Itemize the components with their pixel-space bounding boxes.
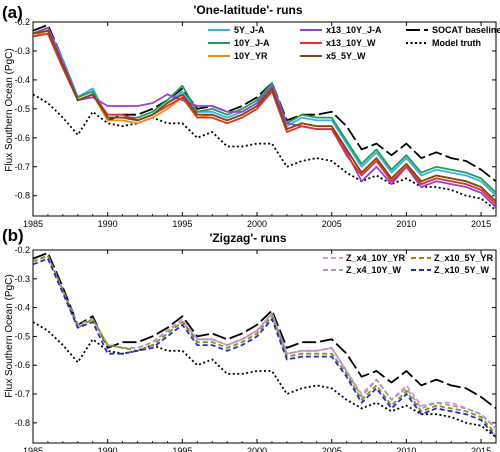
legend-label-x5-5y-w: x5_5Y_W — [326, 51, 366, 61]
panel-b-label: (b) — [2, 226, 24, 245]
panel-b: (b) 'Zigzag'- runs Flux Southern Ocean (… — [2, 226, 497, 452]
panel-b-y-axis-label: Flux Southern Ocean (PgC) — [4, 274, 15, 397]
panel-b-title: 'Zigzag'- runs — [209, 231, 286, 245]
panel-b-series-model-truth — [33, 321, 496, 438]
panel-b-y-tick-label: -0.2 — [14, 245, 30, 255]
panel-a-x-tick-label: 1985 — [23, 219, 43, 229]
legend-label-10y-j-a: 10Y_J-A — [234, 38, 270, 48]
panel-a: (a) 'One-latitude'- runs Flux Southern O… — [2, 3, 500, 229]
panel-a-y-tick-label: -0.5 — [14, 104, 30, 114]
panel-a-y-tick-label: -0.2 — [14, 17, 30, 27]
panel-b-x-tick-label: 2005 — [322, 446, 342, 452]
panel-b-y-tick-label: -0.3 — [14, 274, 30, 284]
panel-b-series-z-x4-10y-w — [33, 254, 496, 430]
panel-b-y-tick-label: -0.5 — [14, 331, 30, 341]
panel-a-y-axis-label: Flux Southern Ocean (PgC) — [4, 48, 15, 171]
panel-b-x-tick-label: 2015 — [471, 446, 491, 452]
panel-b-series-z-x10-5y-w — [33, 257, 496, 438]
panel-b-x-tick-label: 1995 — [172, 446, 192, 452]
panel-a-y-tick-label: -0.7 — [14, 162, 30, 172]
panel-b-x-tick-label: 1990 — [98, 446, 118, 452]
panel-a-y-tick-label: -0.4 — [14, 75, 30, 85]
panel-a-x-tick-label: 2010 — [396, 219, 416, 229]
panel-a-y-tick-label: -0.6 — [14, 133, 30, 143]
panel-b-axes-frame — [32, 249, 497, 444]
panel-a-x-tick-label: 2015 — [471, 219, 491, 229]
legend-label-z-x10-5y-yr: Z_x10_5Y_YR — [434, 253, 494, 263]
panel-b-legend: Z_x4_10Y_YR Z_x4_10Y_W Z_x10_5Y_YR Z_x10_5Y… — [323, 253, 494, 275]
panel-b-y-tick-label: -0.6 — [14, 360, 30, 370]
panel-a-x-tick-label: 2005 — [322, 219, 342, 229]
panel-b-y-tick-label: -0.8 — [14, 418, 30, 428]
panel-b-x-tick-label: 2000 — [247, 446, 267, 452]
panel-a-title: 'One-latitude'- runs — [193, 3, 302, 17]
panel-a-series-x13-10y-j-a — [33, 26, 496, 208]
panel-a-series-x5-5y-w — [33, 29, 496, 203]
panel-b-y-tick-label: -0.7 — [14, 389, 30, 399]
panel-a-axes-frame — [32, 21, 497, 217]
panel-a-legend: 5Y_J-A 10Y_J-A 10Y_YR x13_10Y_J-A x13_10Y_Wx… — [208, 25, 500, 61]
panel-a-series-x13-10y-w — [33, 32, 496, 206]
panel-b-y-tick-label: -0.4 — [14, 303, 30, 313]
legend-label-10y-yr: 10Y_YR — [234, 51, 268, 61]
legend-label-x13-10y-w: x13_10Y_W — [326, 38, 376, 48]
panel-a-label: (a) — [2, 3, 23, 22]
panel-a-x-tick-label: 2000 — [247, 219, 267, 229]
panel-a-x-tick-label: 1990 — [98, 219, 118, 229]
panel-a-series-socat-baseline — [33, 23, 496, 183]
legend-label-5y-j-a: 5Y_J-A — [234, 25, 265, 35]
legend-label-z-x4-10y-yr: Z_x4_10Y_YR — [346, 253, 406, 263]
panel-a-plot-area: 1985 1990 1995 2000 2005 2010 2015 -0.2 -0.3 -0.4… — [14, 17, 497, 229]
legend-label-x13-10y-j-a: x13_10Y_J-A — [326, 25, 382, 35]
panel-a-series-model-truth — [33, 93, 496, 211]
legend-label-z-x10-5y-w: Z_x10_5Y_W — [434, 265, 490, 275]
legend-label-model-truth: Model truth — [432, 38, 481, 48]
panel-b-series-socat-baseline — [33, 251, 496, 410]
panel-b-x-tick-label: 1985 — [23, 446, 43, 452]
panel-a-y-tick-label: -0.8 — [14, 191, 30, 201]
panel-b-plot-area: 1985 1990 1995 2000 2005 2010 2015 -0.2 -0.3 -0.4… — [14, 245, 497, 452]
panel-a-y-tick-label: -0.3 — [14, 46, 30, 56]
legend-label-socat-baseline: SOCAT baseline — [432, 25, 500, 35]
panel-b-x-tick-label: 2010 — [396, 446, 416, 452]
panel-a-x-tick-label: 1995 — [172, 219, 192, 229]
panel-b-series-z-x10-5y-yr — [33, 254, 496, 435]
legend-label-z-x4-10y-w: Z_x4_10Y_W — [346, 265, 402, 275]
